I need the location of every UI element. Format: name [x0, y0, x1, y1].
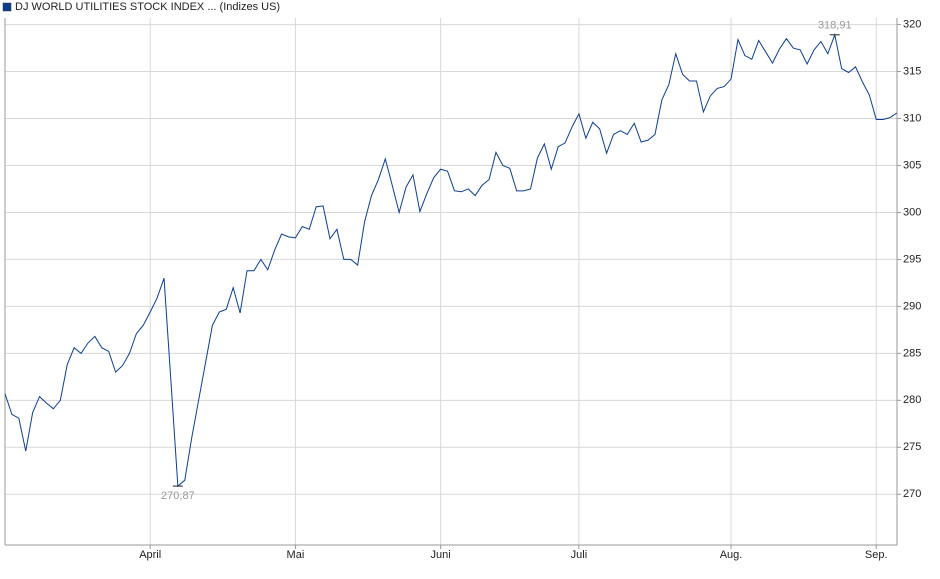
y-tick-label: 290 [903, 300, 921, 312]
y-tick-label: 310 [903, 112, 921, 124]
extreme-label: 270,87 [161, 490, 195, 502]
x-tick-label: Juli [571, 549, 588, 561]
y-tick-label: 280 [903, 394, 921, 406]
x-tick-label: Mai [287, 549, 305, 561]
x-tick-label: Juni [431, 549, 451, 561]
x-tick-label: Sep. [865, 549, 888, 561]
extreme-label: 318,91 [818, 20, 852, 32]
y-tick-label: 270 [903, 488, 921, 500]
y-tick-label: 295 [903, 253, 921, 265]
y-tick-label: 320 [903, 18, 921, 30]
y-tick-label: 305 [903, 159, 921, 171]
x-tick-label: Aug. [720, 549, 743, 561]
y-tick-label: 315 [903, 65, 921, 77]
y-tick-label: 285 [903, 347, 921, 359]
chart-title: DJ WORLD UTILITIES STOCK INDEX ... (Indi… [15, 1, 280, 13]
y-tick-label: 300 [903, 206, 921, 218]
x-tick-label: April [139, 549, 161, 561]
y-tick-label: 275 [903, 441, 921, 453]
price-line [4, 32, 898, 488]
legend-swatch [2, 2, 12, 12]
